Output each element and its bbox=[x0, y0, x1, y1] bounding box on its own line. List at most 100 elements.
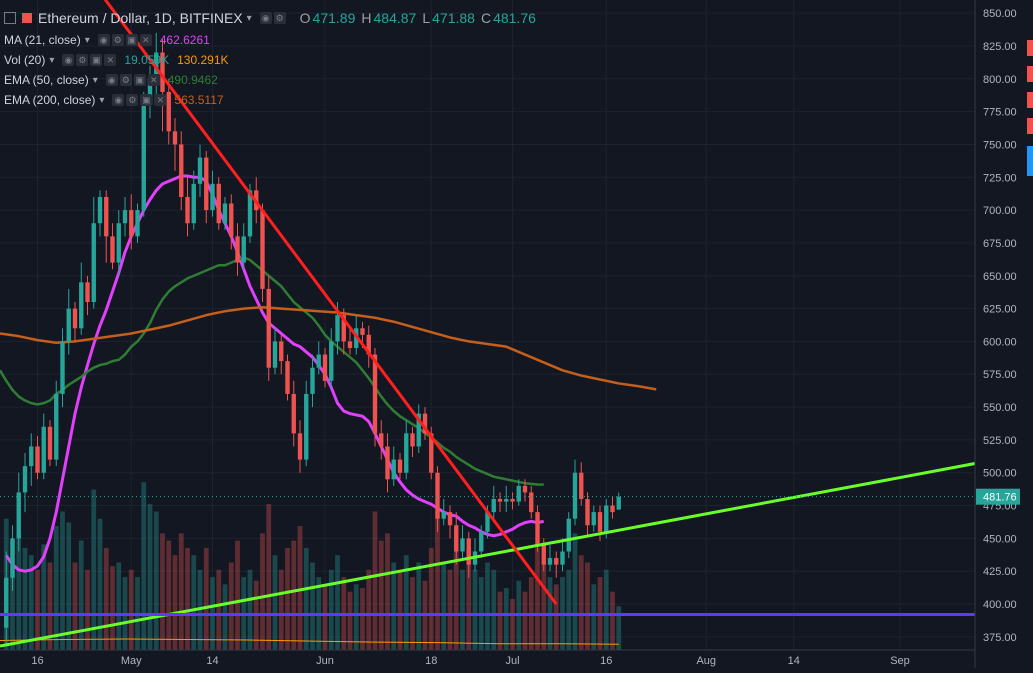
candle-body[interactable] bbox=[79, 282, 84, 329]
candle-body[interactable] bbox=[141, 105, 146, 211]
candle-body[interactable] bbox=[560, 551, 565, 565]
candle-body[interactable] bbox=[591, 512, 596, 526]
chevron-down-icon[interactable]: ▾ bbox=[49, 54, 55, 66]
close-icon[interactable]: ✕ bbox=[104, 54, 117, 66]
candle-body[interactable] bbox=[66, 308, 71, 342]
candle-body[interactable] bbox=[60, 341, 65, 394]
candle-body[interactable] bbox=[260, 210, 265, 289]
flag-icon[interactable] bbox=[22, 13, 32, 23]
candle-body[interactable] bbox=[422, 413, 428, 434]
candle-body[interactable] bbox=[297, 433, 303, 460]
candle-body[interactable] bbox=[35, 446, 40, 473]
candle-body[interactable] bbox=[322, 354, 328, 381]
candle-body[interactable] bbox=[379, 433, 384, 447]
candle-body[interactable] bbox=[522, 485, 528, 493]
candle-body[interactable] bbox=[72, 308, 78, 329]
candle-body[interactable] bbox=[385, 446, 390, 480]
candle-body[interactable] bbox=[616, 496, 621, 510]
candle-body[interactable] bbox=[210, 183, 215, 211]
visibility-icon[interactable]: ◉ bbox=[259, 12, 272, 24]
candle-body[interactable] bbox=[216, 183, 221, 224]
candle-body[interactable] bbox=[304, 393, 309, 460]
candle-body[interactable] bbox=[479, 531, 484, 552]
candle-body[interactable] bbox=[497, 498, 503, 502]
candle-body[interactable] bbox=[54, 393, 59, 460]
chevron-down-icon[interactable]: ▾ bbox=[92, 74, 98, 86]
settings-icon[interactable]: ⚙ bbox=[76, 54, 89, 66]
candle-body[interactable] bbox=[329, 341, 334, 381]
indicator-name[interactable]: MA (21, close) bbox=[4, 33, 81, 47]
candle-body[interactable] bbox=[135, 210, 140, 237]
candle-body[interactable] bbox=[160, 52, 165, 92]
candle-body[interactable] bbox=[16, 492, 21, 539]
candle-body[interactable] bbox=[266, 288, 271, 368]
chevron-down-icon[interactable]: ▾ bbox=[84, 34, 90, 46]
candle-body[interactable] bbox=[91, 223, 96, 303]
indicator-row[interactable]: Vol (20) ▾ ◉ ⚙ ▣ ✕ 19.059K 130.291K bbox=[4, 50, 536, 70]
indicator-row[interactable]: EMA (200, close) ▾ ◉ ⚙ ▣ ✕ 563.5117 bbox=[4, 90, 536, 110]
candle-body[interactable] bbox=[104, 196, 109, 237]
candle-body[interactable] bbox=[147, 78, 153, 106]
candle-body[interactable] bbox=[247, 190, 253, 237]
candle-body[interactable] bbox=[47, 426, 53, 460]
chevron-down-icon[interactable]: ▾ bbox=[246, 12, 252, 24]
candle-body[interactable] bbox=[335, 315, 340, 342]
candle-body[interactable] bbox=[291, 393, 296, 434]
candle-body[interactable] bbox=[197, 157, 203, 184]
candle-body[interactable] bbox=[347, 341, 353, 348]
visibility-icon[interactable]: ◉ bbox=[105, 74, 118, 86]
indicator-name[interactable]: Vol (20) bbox=[4, 53, 46, 67]
candle-body[interactable] bbox=[29, 446, 34, 467]
candle-body[interactable] bbox=[41, 426, 46, 473]
settings-icon[interactable]: ⚙ bbox=[111, 34, 124, 46]
candle-body[interactable] bbox=[529, 492, 534, 513]
candle-body[interactable] bbox=[510, 498, 515, 502]
candle-body[interactable] bbox=[604, 505, 609, 532]
candle-body[interactable] bbox=[579, 472, 584, 499]
candle-body[interactable] bbox=[129, 210, 134, 237]
candle-body[interactable] bbox=[4, 577, 9, 628]
candle-body[interactable] bbox=[310, 367, 315, 394]
candle-body[interactable] bbox=[204, 157, 209, 211]
candle-body[interactable] bbox=[85, 282, 90, 303]
candle-body[interactable] bbox=[222, 203, 228, 224]
candle-body[interactable] bbox=[416, 413, 421, 447]
candle-body[interactable] bbox=[391, 459, 396, 480]
candle-body[interactable] bbox=[110, 236, 115, 263]
candle-body[interactable] bbox=[454, 525, 459, 552]
candle-body[interactable] bbox=[341, 315, 346, 342]
candle-body[interactable] bbox=[597, 512, 603, 532]
candle-body[interactable] bbox=[585, 498, 590, 526]
candle-body[interactable] bbox=[279, 341, 284, 362]
candle-body[interactable] bbox=[572, 472, 578, 519]
candle-body[interactable] bbox=[285, 361, 290, 394]
candle-body[interactable] bbox=[441, 512, 446, 519]
candle-body[interactable] bbox=[166, 91, 171, 132]
settings-icon[interactable]: ⚙ bbox=[119, 74, 132, 86]
candle-body[interactable] bbox=[485, 512, 490, 532]
candle-body[interactable] bbox=[22, 466, 28, 493]
candle-body[interactable] bbox=[466, 538, 471, 565]
indicator-row[interactable]: EMA (50, close) ▾ ◉ ⚙ ▣ ✕ 490.9462 bbox=[4, 70, 536, 90]
collapse-icon[interactable] bbox=[4, 12, 16, 24]
more-icon[interactable]: ▣ bbox=[90, 54, 103, 66]
close-icon[interactable]: ✕ bbox=[154, 94, 167, 106]
more-icon[interactable]: ▣ bbox=[140, 94, 153, 106]
candle-body[interactable] bbox=[235, 236, 240, 263]
candle-body[interactable] bbox=[10, 538, 15, 578]
more-icon[interactable]: ▣ bbox=[133, 74, 146, 86]
candle-body[interactable] bbox=[516, 485, 521, 502]
candle-body[interactable] bbox=[554, 558, 559, 565]
candle-body[interactable] bbox=[447, 512, 453, 526]
close-icon[interactable]: ✕ bbox=[147, 74, 160, 86]
symbol-title[interactable]: Ethereum / Dollar, 1D, BITFINEX bbox=[38, 10, 243, 26]
visibility-icon[interactable]: ◉ bbox=[112, 94, 125, 106]
resistance-trendline[interactable] bbox=[94, 0, 558, 605]
indicator-row[interactable]: MA (21, close) ▾ ◉ ⚙ ▣ ✕ 462.6261 bbox=[4, 30, 536, 50]
candle-body[interactable] bbox=[122, 210, 128, 224]
candle-body[interactable] bbox=[541, 544, 546, 565]
candle-body[interactable] bbox=[97, 196, 103, 224]
chevron-down-icon[interactable]: ▾ bbox=[99, 94, 105, 106]
settings-icon[interactable]: ⚙ bbox=[126, 94, 139, 106]
